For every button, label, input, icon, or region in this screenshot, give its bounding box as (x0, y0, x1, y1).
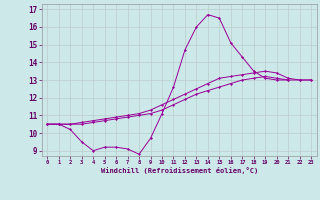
X-axis label: Windchill (Refroidissement éolien,°C): Windchill (Refroidissement éolien,°C) (100, 167, 258, 174)
